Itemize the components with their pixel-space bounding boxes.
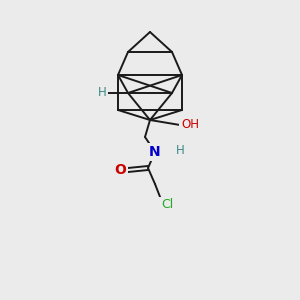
Text: O: O xyxy=(114,163,126,177)
Text: N: N xyxy=(149,145,161,159)
Text: OH: OH xyxy=(181,118,199,130)
Text: Cl: Cl xyxy=(161,199,173,212)
Text: H: H xyxy=(98,86,106,100)
Text: H: H xyxy=(176,143,184,157)
